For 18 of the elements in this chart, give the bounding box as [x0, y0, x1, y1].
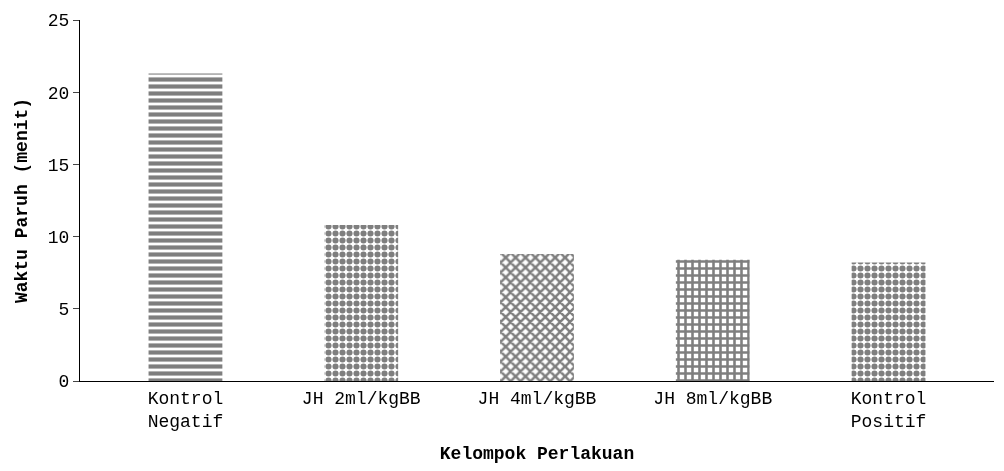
y-axis-title: Waktu Paruh (menit)	[11, 97, 32, 304]
y-tick-label: 5	[58, 300, 70, 321]
x-tick-label: JH 2ml/kgBB	[301, 388, 421, 409]
bar	[324, 225, 399, 381]
x-tick-label: JH 4ml/kgBB	[477, 388, 597, 409]
bar	[675, 259, 750, 381]
x-tick-label: JH 8ml/kgBB	[653, 388, 773, 409]
x-axis-title: Kelompok Perlakuan	[439, 444, 635, 465]
y-tick-label: 15	[47, 155, 70, 176]
y-tick-label: 0	[58, 372, 70, 393]
bar	[500, 253, 574, 381]
y-tick-label: 20	[47, 83, 70, 104]
y-tick-label: 25	[47, 11, 70, 32]
y-tick-label: 10	[47, 227, 70, 248]
bar	[851, 262, 926, 381]
x-tick-label: Kontrol Negatif	[147, 388, 224, 432]
x-tick-label: Kontrol Positif	[850, 388, 927, 432]
bar	[148, 73, 223, 381]
